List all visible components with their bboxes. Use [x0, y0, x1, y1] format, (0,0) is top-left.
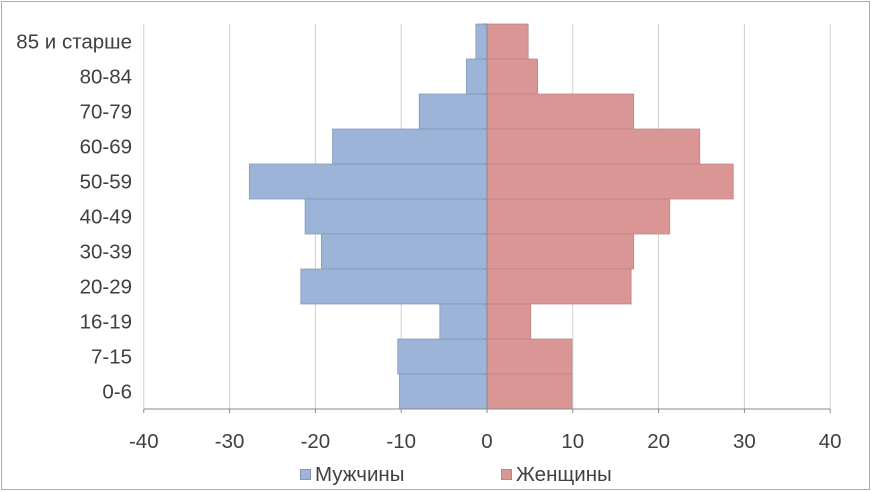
- svg-text:10: 10: [561, 430, 584, 453]
- svg-text:70-79: 70-79: [80, 101, 132, 124]
- svg-text:40: 40: [819, 430, 842, 453]
- svg-text:20-29: 20-29: [80, 276, 132, 299]
- svg-text:7-15: 7-15: [91, 346, 132, 369]
- svg-text:0: 0: [481, 430, 492, 453]
- svg-text:85 и старше: 85 и старше: [16, 31, 132, 54]
- svg-text:30-39: 30-39: [80, 241, 132, 264]
- svg-text:30: 30: [733, 430, 756, 453]
- svg-text:40-49: 40-49: [80, 206, 132, 229]
- svg-text:80-84: 80-84: [80, 66, 132, 89]
- svg-text:60-69: 60-69: [80, 136, 132, 159]
- svg-text:20: 20: [647, 430, 670, 453]
- svg-text:-40: -40: [129, 430, 159, 453]
- svg-text:50-59: 50-59: [80, 171, 132, 194]
- svg-text:-30: -30: [215, 430, 245, 453]
- svg-text:0-6: 0-6: [102, 381, 132, 404]
- svg-text:16-19: 16-19: [80, 311, 132, 334]
- svg-text:-10: -10: [386, 430, 416, 453]
- svg-text:-20: -20: [301, 430, 331, 453]
